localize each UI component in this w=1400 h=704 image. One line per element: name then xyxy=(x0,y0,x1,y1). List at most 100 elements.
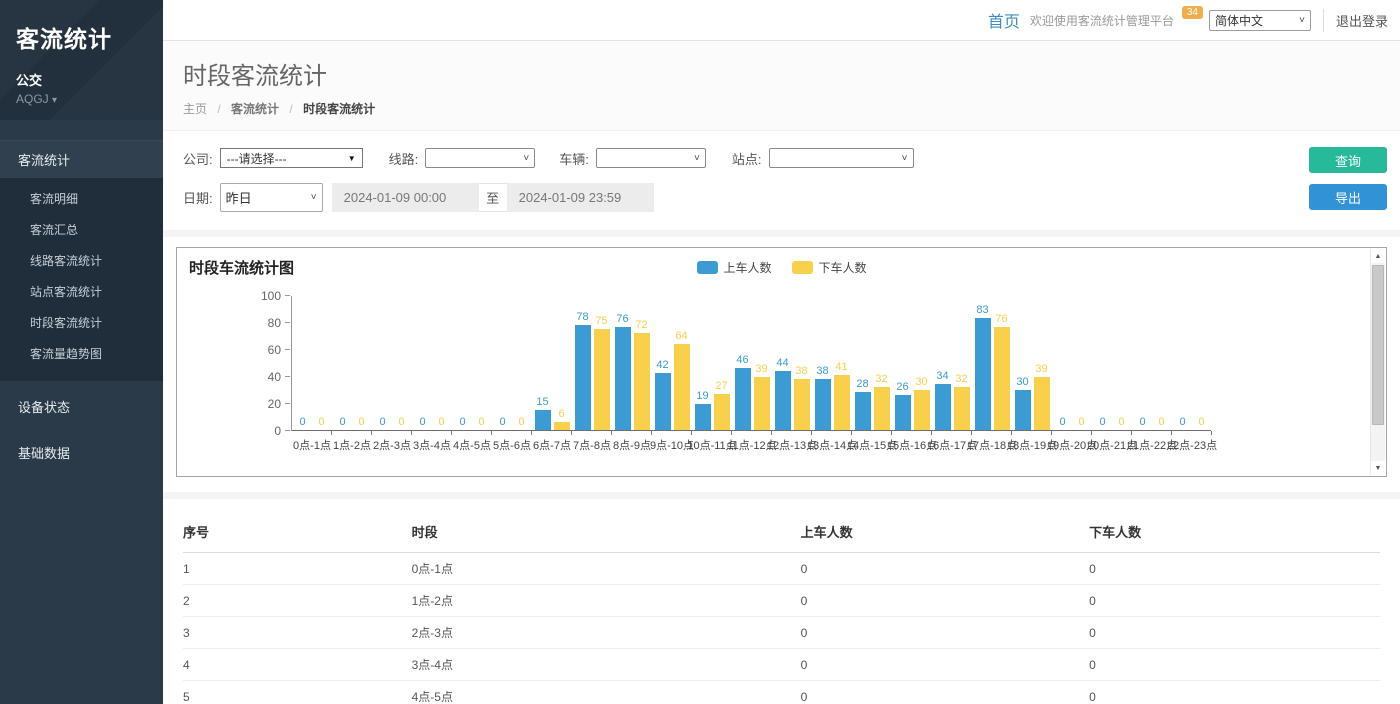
x-axis-label: 8点-9点 xyxy=(613,440,651,452)
sidebar-item-passenger-stats[interactable]: 客流统计 xyxy=(0,140,163,178)
bar-column: 28 xyxy=(854,296,871,430)
breadcrumb-home[interactable]: 主页 xyxy=(183,102,208,116)
bar-column: 46 xyxy=(734,296,751,430)
table-row: 3 2点-3点 0 0 xyxy=(183,616,1380,649)
bar xyxy=(913,389,930,430)
app-title: 客流统计 xyxy=(16,26,112,52)
date-preset-select[interactable]: 昨日 ˅ xyxy=(219,183,323,212)
bar-column: 6 xyxy=(553,296,570,430)
bar-column: 19 xyxy=(694,296,711,430)
sidebar-subitem[interactable]: 时段客流统计 xyxy=(30,316,103,330)
col-period: 时段 xyxy=(411,516,801,553)
sidebar-subitem[interactable]: 客流明细 xyxy=(30,192,79,206)
bar xyxy=(774,370,791,430)
table-cell: 2点-3点 xyxy=(411,616,801,649)
vehicle-select[interactable]: ˅ xyxy=(595,148,706,168)
x-axis-label: 5点-6点 xyxy=(493,440,531,452)
sidebar-item-device-status[interactable]: 设备状态 xyxy=(18,400,71,415)
bar xyxy=(534,409,551,430)
date-start-input[interactable]: 2024-01-09 00:00 xyxy=(331,183,479,212)
scrollbar-track[interactable] xyxy=(1371,263,1385,461)
station-label: 站点: xyxy=(731,151,762,167)
sidebar-subitem[interactable]: 客流汇总 xyxy=(30,223,79,237)
home-link[interactable]: 首页 xyxy=(987,14,1020,31)
x-axis-label: 6点-7点 xyxy=(533,440,571,452)
bar-value-label: 0 xyxy=(459,416,466,428)
x-axis-label: 0点-1点 xyxy=(293,440,331,452)
sidebar-item-base-data[interactable]: 基础数据 xyxy=(18,446,71,461)
bar-value-label: 0 xyxy=(1099,416,1106,428)
language-select[interactable]: 简体中文 ˅ xyxy=(1208,9,1311,31)
chart-card: 时段车流统计图 上车人数 下车人数 0 20 40 60 80 100 0点-1点 1点-2点… xyxy=(176,247,1387,477)
scrollbar-thumb[interactable] xyxy=(1372,265,1384,426)
query-button[interactable]: 查询 xyxy=(1309,147,1387,173)
sidebar-subitem[interactable]: 线路客流统计 xyxy=(30,254,103,268)
x-axis-label: 17点-18点 xyxy=(966,440,1018,452)
y-axis-tick xyxy=(285,403,290,404)
table-cell: 0 xyxy=(800,584,1090,617)
logout-link[interactable]: 退出登录 xyxy=(1322,8,1392,32)
y-axis-tick xyxy=(285,376,290,377)
table-cell: 0点-1点 xyxy=(411,552,801,585)
y-axis-label: 100 xyxy=(260,289,281,303)
x-axis-label: 9点-10点 xyxy=(649,440,695,452)
chart-bar-group: 26 30 xyxy=(892,296,932,430)
bar-column: 0 xyxy=(434,296,450,430)
bar-column: 0 xyxy=(415,296,431,430)
x-axis-tick xyxy=(1011,431,1012,435)
bar-column: 0 xyxy=(1095,296,1111,430)
chart-bar-group: 15 6 xyxy=(532,296,572,430)
x-axis-tick xyxy=(891,431,892,435)
x-axis-tick xyxy=(1131,431,1132,435)
bar-column: 0 xyxy=(295,296,311,430)
table-cell: 0 xyxy=(1089,680,1380,704)
col-board: 上车人数 xyxy=(800,516,1090,553)
date-end-input[interactable]: 2024-01-09 23:59 xyxy=(506,183,654,212)
bar-value-label: 0 xyxy=(518,416,525,428)
bar-column: 38 xyxy=(814,296,831,430)
sidebar-subitem[interactable]: 站点客流统计 xyxy=(30,285,103,299)
legend-swatch xyxy=(696,261,718,274)
org-code-dropdown[interactable]: AQGJ ▾ xyxy=(16,92,147,106)
chevron-down-icon: ▾ xyxy=(52,95,58,106)
legend-item[interactable]: 上车人数 xyxy=(696,259,772,276)
export-button[interactable]: 导出 xyxy=(1309,184,1387,210)
legend-item[interactable]: 下车人数 xyxy=(791,259,867,276)
bar-value-label: 0 xyxy=(339,416,346,428)
bar xyxy=(673,343,690,430)
table-cell: 4点-5点 xyxy=(411,680,801,704)
chart-bar-group: 34 32 xyxy=(932,296,972,430)
bar-column: 34 xyxy=(934,296,951,430)
chart-bar-group: 83 76 xyxy=(972,296,1012,430)
bar-value-label: 0 xyxy=(1139,416,1146,428)
x-axis-tick xyxy=(531,431,532,435)
welcome-text: 欢迎使用客流统计管理平台 xyxy=(1029,13,1174,28)
sidebar-subitem[interactable]: 客流量趋势图 xyxy=(30,347,103,361)
chart-plot: 0点-1点 1点-2点 2点-3点 3点-4点 4点-5点 5点-6点 6点-7点 7点-8点… xyxy=(291,296,1217,452)
bar-value-label: 0 xyxy=(1059,416,1066,428)
chevron-down-icon: ˅ xyxy=(901,152,908,164)
station-select[interactable]: ˅ xyxy=(768,148,914,168)
x-axis-label: 13点-14点 xyxy=(806,440,858,452)
x-axis-tick xyxy=(1051,431,1052,435)
x-axis-tick xyxy=(451,431,452,435)
bar-value-label: 0 xyxy=(438,416,445,428)
company-select[interactable]: ---请选择--- ▼ xyxy=(219,148,363,168)
bar-column: 32 xyxy=(873,296,890,430)
scroll-up-icon[interactable]: ▲ xyxy=(1371,249,1385,263)
x-axis-label: 22点-23点 xyxy=(1166,440,1218,452)
chart-scrollbar[interactable]: ▲ ▼ xyxy=(1370,249,1385,475)
x-axis-tick xyxy=(1091,431,1092,435)
bar-column: 0 xyxy=(1135,296,1151,430)
breadcrumb-section[interactable]: 客流统计 xyxy=(231,102,280,116)
x-axis-label: 7点-8点 xyxy=(573,440,611,452)
table-cell: 2 xyxy=(183,584,412,617)
line-select[interactable]: ˅ xyxy=(425,148,536,168)
chart-bar-group: 44 38 xyxy=(772,296,812,430)
topbar: 首页 欢迎使用客流统计管理平台 34 简体中文 ˅ 退出登录 xyxy=(163,0,1400,41)
bar-value-label: 0 xyxy=(1078,416,1085,428)
bar-value-label: 0 xyxy=(499,416,506,428)
scroll-down-icon[interactable]: ▼ xyxy=(1371,461,1385,475)
